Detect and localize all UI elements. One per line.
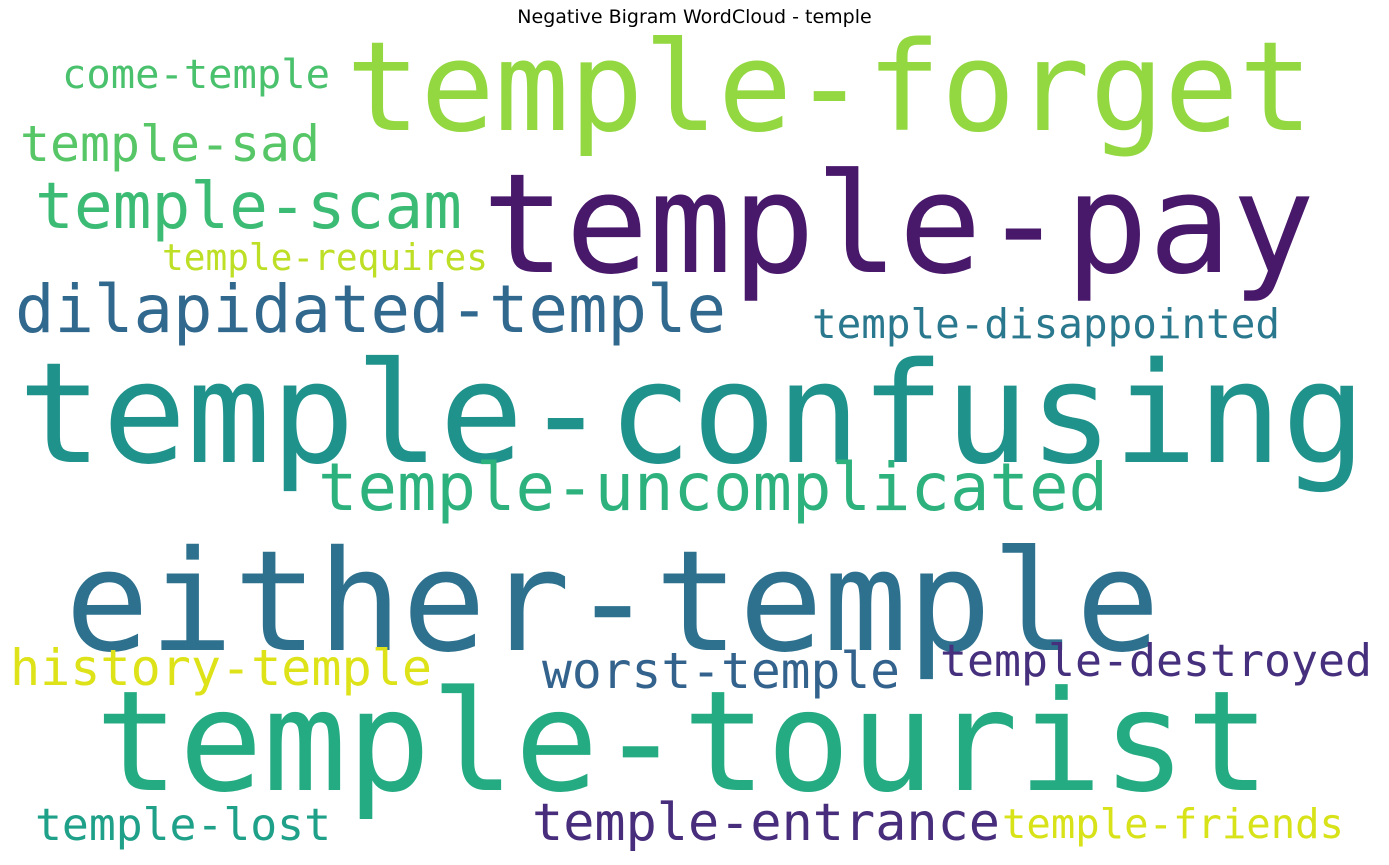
word-temple-forget: temple-forget	[346, 16, 1313, 160]
word-temple-requires: temple-requires	[162, 237, 488, 279]
word-either-temple: either-temple	[65, 520, 1160, 683]
chart-title: Negative Bigram WordCloud - temple	[517, 6, 872, 28]
word-temple-destroyed: temple-destroyed	[940, 634, 1372, 687]
word-worst-temple: worst-temple	[542, 642, 900, 700]
word-temple-pay: temple-pay	[482, 144, 1315, 305]
word-temple-lost: temple-lost	[35, 799, 331, 851]
word-temple-disappointed: temple-disappointed	[812, 300, 1280, 348]
word-temple-sad: temple-sad	[20, 115, 320, 173]
word-temple-entrance: temple-entrance	[532, 793, 1000, 853]
word-temple-tourist: temple-tourist	[95, 661, 1270, 823]
word-temple-scam: temple-scam	[35, 169, 462, 244]
word-temple-friends: temple-friends	[1002, 800, 1344, 848]
word-temple-uncomplicated: temple-uncomplicated	[318, 450, 1108, 526]
word-history-temple: history-temple	[10, 639, 432, 697]
word-come-temple: come-temple	[62, 50, 330, 98]
word-dilapidated-temple: dilapidated-temple	[15, 272, 726, 348]
word-temple-confusing: temple-confusing	[18, 333, 1366, 496]
